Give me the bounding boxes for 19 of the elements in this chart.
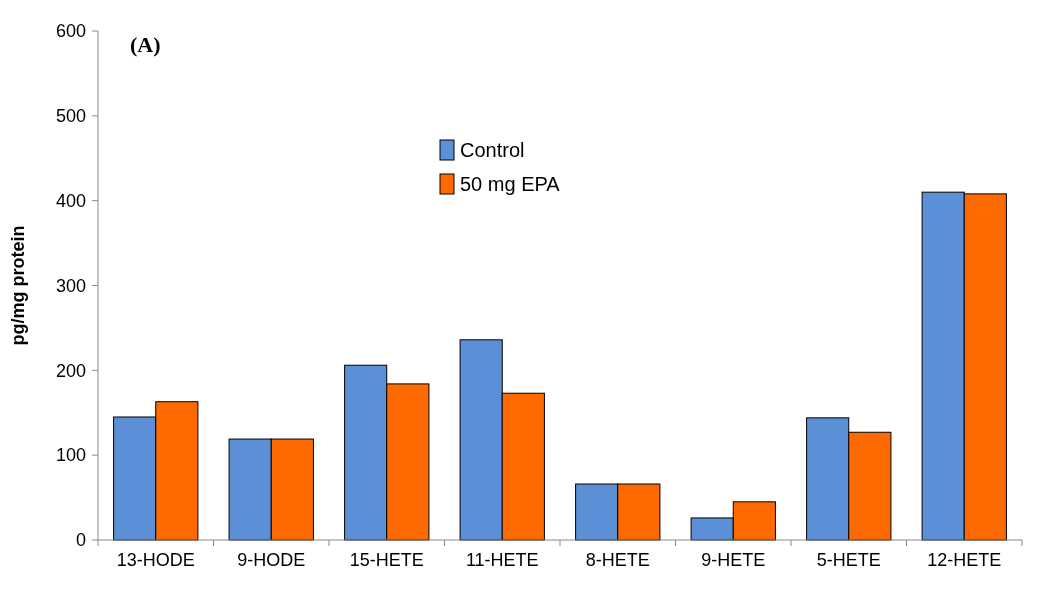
x-tick-label: 15-HETE	[349, 550, 424, 570]
y-tick-label: 400	[55, 190, 86, 211]
legend-label: 50 mg EPA	[460, 173, 561, 195]
x-tick-label: 5-HETE	[816, 550, 881, 570]
y-axis-title: pg/mg protein	[8, 225, 28, 346]
legend-label: Control	[460, 139, 525, 161]
y-tick-label: 300	[55, 275, 86, 296]
y-tick-label: 600	[55, 21, 86, 42]
x-tick-label: 11-HETE	[465, 550, 539, 570]
x-tick-label: 13-HODE	[116, 550, 195, 570]
chart-title: (A)	[130, 32, 161, 57]
x-tick-label: 8-HETE	[585, 550, 650, 570]
y-tick-label: 200	[55, 360, 86, 381]
x-tick-label: 12-HETE	[927, 550, 1002, 570]
x-tick-label: 9-HETE	[701, 550, 766, 570]
x-tick-label: 9-HODE	[237, 550, 306, 570]
y-tick-label: 500	[55, 106, 86, 127]
y-tick-label: 0	[75, 530, 86, 551]
y-tick-label: 100	[55, 445, 86, 466]
